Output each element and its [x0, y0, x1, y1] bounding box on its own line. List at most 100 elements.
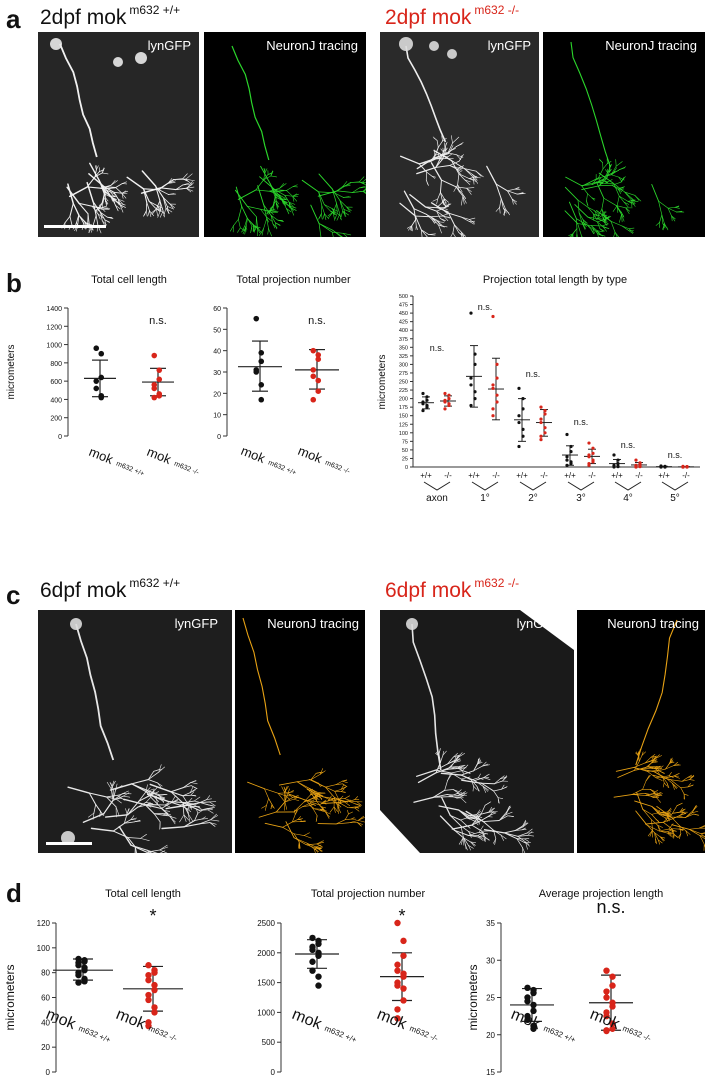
neuron-branch — [644, 792, 654, 798]
neuron-branch — [506, 806, 510, 813]
neuron-branch — [363, 190, 366, 192]
y-tick-label: 425 — [399, 320, 408, 326]
neuron-branch — [460, 825, 464, 838]
neuron-branch — [471, 824, 483, 832]
neuron-branch — [97, 204, 102, 212]
neuron-branch — [440, 191, 443, 202]
data-point — [400, 973, 407, 980]
neuron-axon — [242, 617, 281, 756]
neuron-branch — [649, 829, 653, 837]
category-label-sup: m632 +/+ — [267, 460, 297, 478]
neuron-branch — [175, 184, 184, 190]
neuron-branch — [597, 233, 606, 237]
neuron-branch — [165, 804, 189, 810]
neuron-branch — [617, 769, 635, 778]
neuron-branch — [654, 832, 656, 840]
neuron-branch — [263, 174, 269, 181]
cell-body — [61, 831, 75, 845]
neuron-branch — [183, 823, 201, 828]
neuron-branch — [679, 807, 684, 813]
neuron-branch — [666, 782, 670, 789]
neuron-branch — [312, 808, 318, 816]
neuron-branch — [310, 774, 321, 780]
neuron-branch — [147, 770, 155, 780]
neuron-branch — [452, 789, 459, 794]
data-point — [425, 398, 429, 402]
neuron-branch — [454, 224, 460, 233]
neuron-branch — [193, 804, 202, 810]
neuron-branch — [446, 767, 457, 770]
neuron-branch — [482, 785, 489, 791]
neuron-branch — [115, 205, 119, 211]
group-label: 3° — [576, 493, 586, 504]
neuron-branch — [247, 781, 265, 790]
data-point — [98, 350, 105, 357]
panel-c-mut-title: 6dpf mok m632 -/- — [385, 576, 519, 603]
data-point — [75, 962, 82, 969]
neuron-branch — [309, 805, 314, 808]
neuron-branch — [597, 214, 604, 219]
neuron-branch — [484, 801, 492, 806]
neuron-branch — [344, 795, 350, 799]
neuron-branch — [316, 801, 323, 803]
neuron-branch — [605, 216, 612, 220]
neuron-branch — [438, 224, 442, 234]
neuron-branch — [92, 201, 97, 216]
neuron-branch — [618, 186, 625, 189]
neuron-branch — [264, 168, 268, 174]
data-point — [634, 458, 638, 462]
neuron-branch — [613, 794, 633, 798]
neuron-branch — [425, 206, 438, 212]
data-point — [145, 991, 152, 999]
data-point — [421, 391, 425, 396]
neuron-branch — [130, 815, 135, 820]
neuron-branch — [662, 223, 665, 230]
neuron-branch — [318, 191, 325, 205]
x-tick-label: +/+ — [468, 471, 480, 480]
neuron-branch — [703, 843, 705, 848]
neuron-branch — [635, 810, 648, 826]
neuron-branch — [440, 148, 444, 153]
neuron-branch — [581, 236, 583, 237]
neuron-branch — [182, 785, 192, 789]
data-point — [93, 378, 100, 384]
neuron-branch — [342, 210, 349, 216]
neuron-branch — [268, 207, 273, 215]
category-label: mokm632 +/+ — [509, 1006, 580, 1048]
neuron-branch — [332, 799, 340, 802]
neuron-branch — [462, 770, 471, 774]
data-point — [517, 420, 521, 425]
neuron-branch — [106, 796, 117, 800]
neuron-branch — [352, 187, 360, 193]
group-label: 1° — [480, 493, 490, 504]
neuron-branch — [335, 822, 350, 825]
neuron-branch — [477, 777, 484, 780]
significance-label: n.s. — [621, 440, 636, 450]
neuron-branch — [121, 190, 129, 194]
neuron-branch — [587, 216, 598, 223]
cell-body — [429, 41, 439, 51]
neuron-branch — [245, 217, 248, 229]
neuron-branch — [592, 228, 595, 234]
neuron-branch — [145, 784, 148, 793]
neuron-branch — [334, 789, 342, 792]
neuron-branch — [272, 204, 275, 212]
neuron-branch — [100, 207, 106, 212]
neuron-branch — [581, 184, 593, 186]
neuron-branch — [685, 810, 694, 818]
y-tick-label: 200 — [50, 416, 62, 423]
neuron-branch — [320, 810, 327, 813]
data-point — [569, 444, 573, 449]
neuron-branch — [263, 168, 266, 174]
neuron-branch — [507, 815, 514, 817]
neuron-branch — [237, 189, 257, 200]
neuron-branch — [293, 833, 300, 843]
neuron-branch — [437, 140, 443, 148]
neuron-branch — [159, 849, 168, 853]
neuron-branch — [657, 839, 663, 844]
neuron-branch — [306, 842, 317, 848]
neuron-branch — [210, 815, 218, 821]
neuron-branch — [420, 229, 428, 237]
neuron-branch — [319, 213, 322, 219]
neuron-branch — [700, 833, 705, 838]
